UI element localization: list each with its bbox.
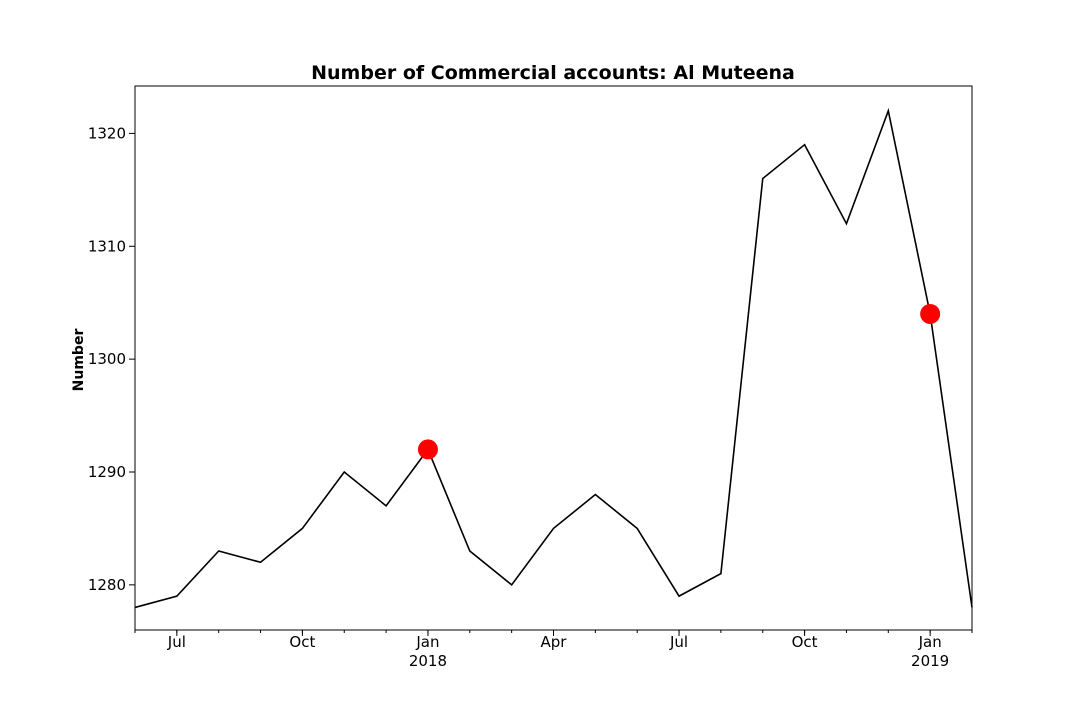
y-tick-label: 1280 <box>88 576 126 594</box>
y-tick-label: 1310 <box>88 237 126 255</box>
series-line <box>134 107 973 609</box>
x-tick-label: Oct <box>792 633 818 651</box>
y-tick-label: 1300 <box>88 350 126 368</box>
chart-title: Number of Commercial accounts: Al Muteen… <box>311 62 795 84</box>
x-tick-label: Jul <box>669 633 688 651</box>
axes-frame <box>134 85 973 631</box>
x-tick-label: Apr <box>541 633 568 651</box>
y-tick-label: 1320 <box>88 124 126 142</box>
x-tick-label: Jul <box>167 633 186 651</box>
x-tick-label: Oct <box>289 633 315 651</box>
y-axis-label: Number <box>71 329 87 392</box>
y-tick-label: 1290 <box>88 463 126 481</box>
x-tick-year-label: 2018 <box>409 652 447 670</box>
x-tick-label: Jan <box>415 633 439 651</box>
highlight-marker <box>920 303 941 324</box>
x-tick-year-label: 2019 <box>911 652 949 670</box>
highlight-marker <box>417 439 438 460</box>
x-tick-label: Jan <box>918 633 942 651</box>
